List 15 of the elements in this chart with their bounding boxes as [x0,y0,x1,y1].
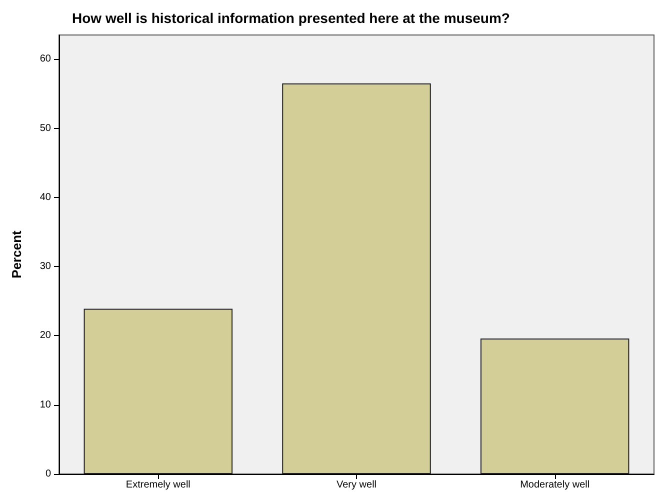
y-tick-label: 10 [40,399,52,410]
y-tick-label: 20 [40,330,52,342]
x-tick-label: Moderately well [520,480,590,490]
bar [84,308,233,474]
x-tick-label: Very well [336,480,377,490]
y-tick-label: 40 [40,192,52,203]
y-tick-label: 0 [45,468,52,480]
bar [282,83,431,474]
y-tick-label: 60 [40,54,52,65]
y-tick-label: 30 [40,261,52,272]
chart-title: How well is historical information presented here at the museum? [72,10,510,26]
x-tick-label: Extremely well [126,480,190,490]
y-tick-label: 50 [40,122,52,134]
y-axis-title: Percent [9,230,24,278]
bar [480,338,630,474]
